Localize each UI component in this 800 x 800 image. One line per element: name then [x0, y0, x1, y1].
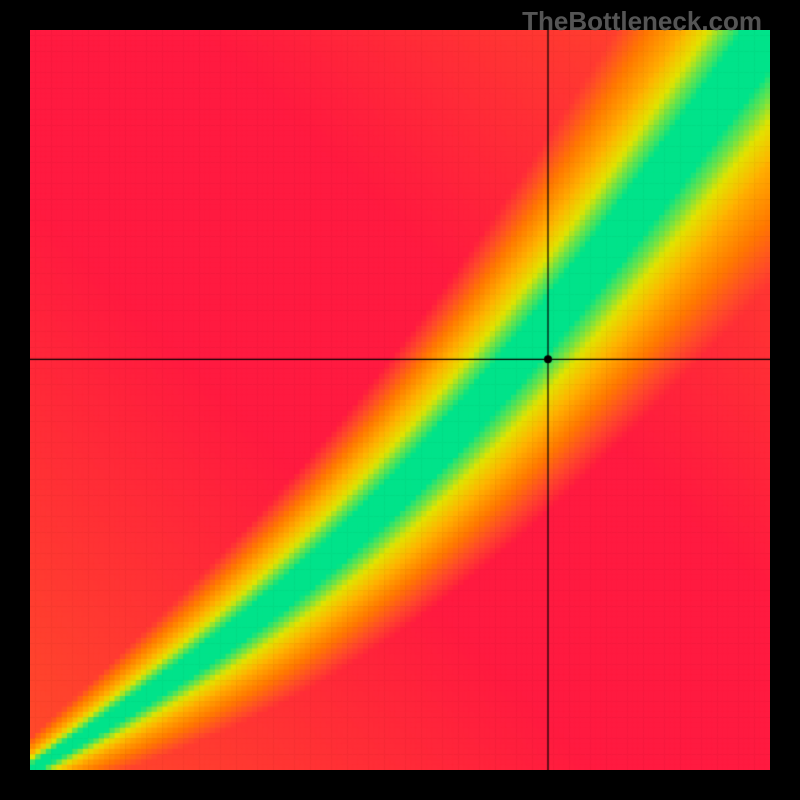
watermark-text: TheBottleneck.com: [522, 6, 762, 37]
chart-container: TheBottleneck.com: [0, 0, 800, 800]
bottleneck-heatmap: [30, 30, 770, 770]
